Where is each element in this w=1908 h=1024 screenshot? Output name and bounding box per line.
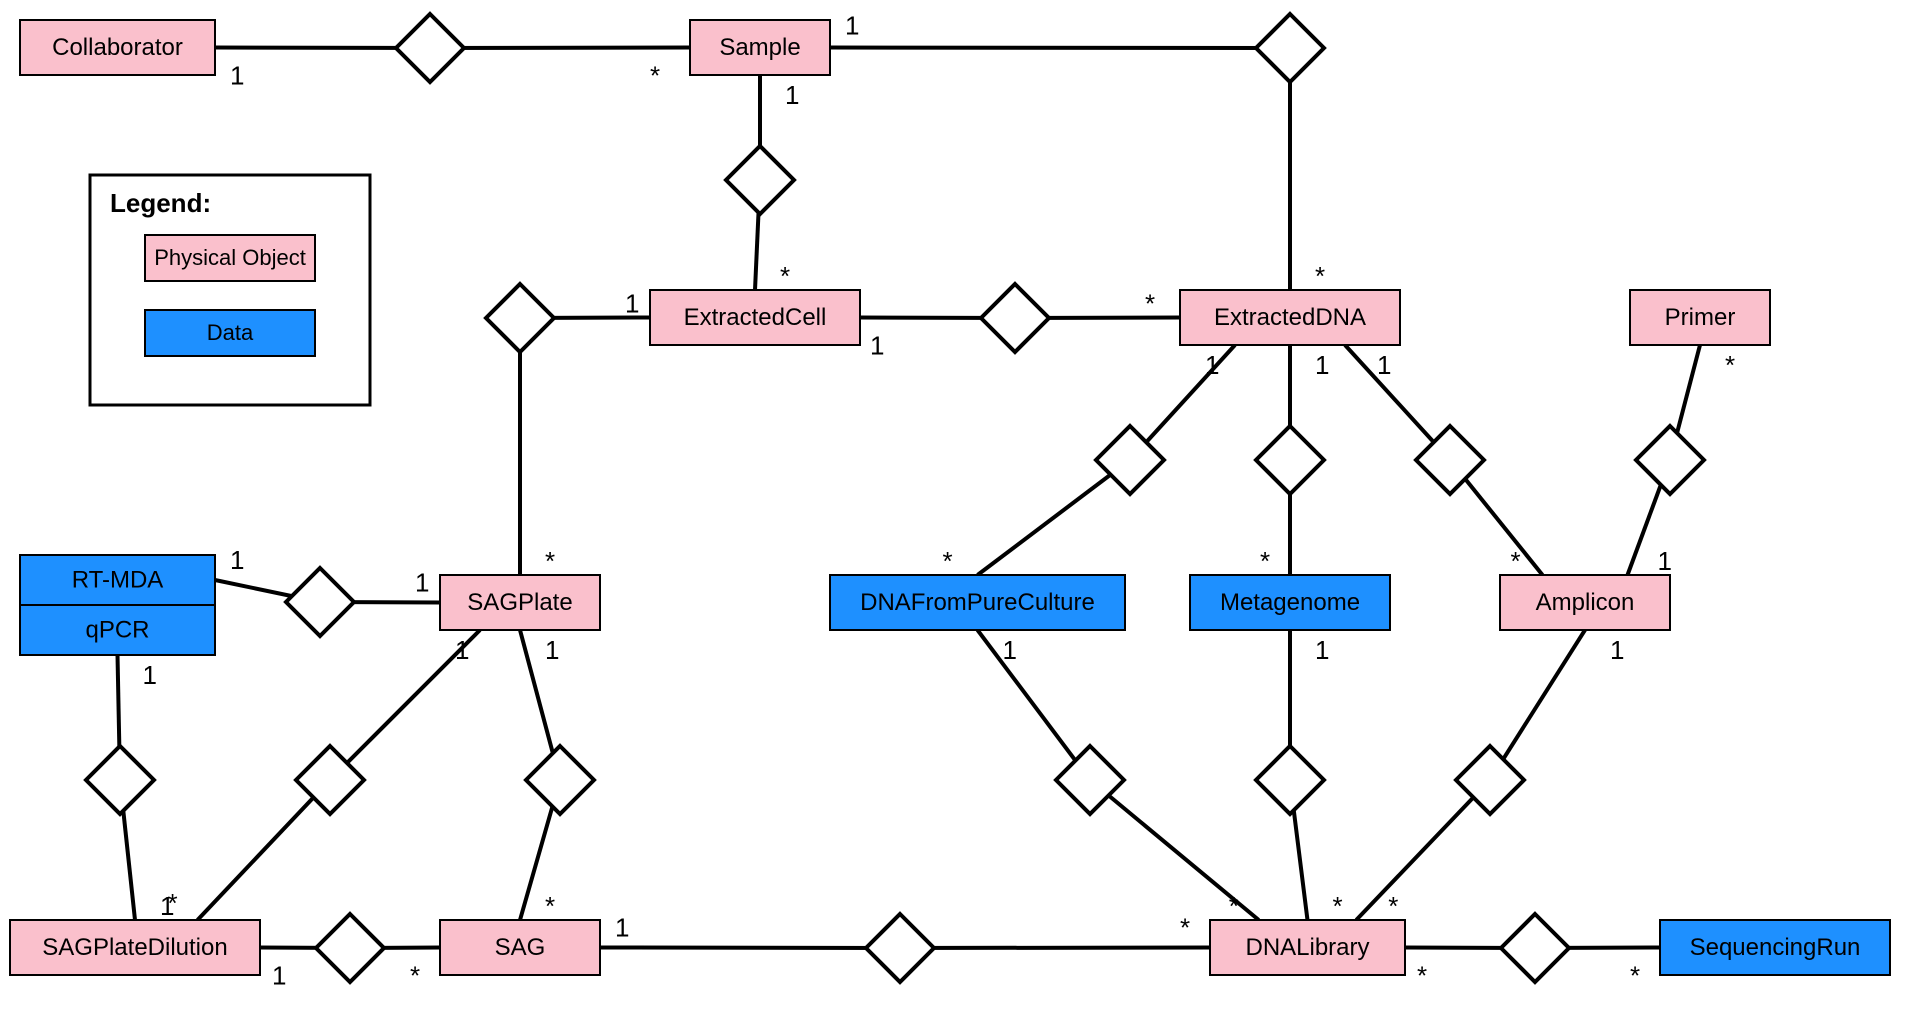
legend-title: Legend: (110, 188, 211, 218)
card-sagplate-sagdil-from: 1 (455, 635, 469, 665)
card-dnalib-seqrun-from: * (1417, 960, 1427, 990)
card-sagplate-sagdil-to: * (168, 888, 178, 918)
card-dnalib-seqrun-to: * (1630, 960, 1640, 990)
diamond-sag-dnalib (866, 914, 934, 982)
card-extdna-meta-from: 1 (1315, 350, 1329, 380)
card-extcell-sagplate-to: * (545, 546, 555, 576)
card-rtmda-sagplate-to: 1 (415, 567, 429, 597)
card-sample-extcell-to: * (780, 261, 790, 291)
card-sagdil-sag-to: * (410, 960, 420, 990)
edge-dnapure-dnalib-a (978, 630, 1091, 780)
card-meta-dnalib-to: * (1333, 891, 1343, 921)
card-primer-ampl-from: * (1725, 350, 1735, 380)
card-rtmda-sagplate-from: 1 (230, 545, 244, 575)
card-sample-extdna-from: 1 (845, 10, 859, 40)
node-sagplate-label: SAGPlate (467, 589, 572, 616)
card-extcell-extdna-from: 1 (870, 330, 884, 360)
card-extdna-meta-to: * (1260, 546, 1270, 576)
diamond-extdna-meta (1256, 426, 1324, 494)
diamond-meta-dnalib (1256, 746, 1324, 814)
card-sag-dnalib-to: * (1180, 912, 1190, 942)
node-ampl-label: Amplicon (1536, 589, 1635, 616)
node-meta-label: Metagenome (1220, 589, 1360, 616)
er-diagram: 1*1*1*1*1*1*1*1**111111*1*1*1*1*1*1***Co… (0, 0, 1908, 1024)
edge-ampl-dnalib-b (1356, 780, 1490, 920)
edge-sagplate-sagdil-b (198, 780, 331, 920)
card-sample-extdna-to: * (1315, 261, 1325, 291)
card-extcell-sagplate-from: 1 (625, 288, 639, 318)
diamond-sagdil-sag (316, 914, 384, 982)
diamond-primer-ampl (1636, 426, 1704, 494)
diamond-sagplate-sag (526, 746, 594, 814)
edge-collab-sample-b (430, 48, 690, 49)
diamond-collab-sample (396, 14, 464, 82)
diamond-sample-extcell (726, 146, 794, 214)
legend-layer: Legend: Physical Object Data (90, 175, 370, 405)
node-extcell-label: ExtractedCell (684, 304, 827, 331)
card-sag-dnalib-from: 1 (615, 912, 629, 942)
diamond-sample-extdna (1256, 14, 1324, 82)
diamond-rtmda-sagplate (286, 568, 354, 636)
card-extdna-dnapure-from: 1 (1205, 350, 1219, 380)
card-sagplate-sag-to: * (545, 891, 555, 921)
nodes-layer: Collaborator Sample ExtractedCell Extracted… (10, 20, 1890, 975)
card-collab-sample-from: 1 (230, 60, 244, 90)
edges-layer: 1*1*1*1*1*1*1*1**111111*1*1*1*1*1*1*** (86, 10, 1735, 990)
diamond-extcell-sagplate (486, 284, 554, 352)
node-dnapure-label: DNAFromPureCulture (860, 589, 1095, 616)
diamond-qpcr-sagdil (86, 746, 154, 814)
edge-extdna-dnapure-b (978, 460, 1131, 575)
card-sagplate-sag-from: 1 (545, 635, 559, 665)
card-extdna-ampl-to: * (1511, 546, 1521, 576)
card-collab-sample-to: * (650, 60, 660, 90)
card-dnapure-dnalib-from: 1 (1003, 635, 1017, 665)
diamond-extcell-extdna (981, 284, 1049, 352)
edge-sag-dnalib-b (900, 948, 1210, 949)
node-sample-label: Sample (719, 34, 800, 61)
card-extdna-dnapure-to: * (943, 546, 953, 576)
node-qpcr-label: qPCR (85, 616, 149, 643)
node-primer-label: Primer (1665, 304, 1736, 331)
card-meta-dnalib-from: 1 (1315, 635, 1329, 665)
card-dnapure-dnalib-to: * (1229, 891, 1239, 921)
card-sample-extcell-from: 1 (785, 80, 799, 110)
card-qpcr-sagdil-from: 1 (143, 660, 157, 690)
node-seqrun-label: SequencingRun (1690, 934, 1861, 961)
node-sagdil-label: SAGPlateDilution (42, 934, 227, 961)
node-extdna-label: ExtractedDNA (1214, 304, 1366, 331)
edge-sample-extdna-a (830, 48, 1290, 49)
card-sagdil-sag-from: 1 (272, 960, 286, 990)
card-ampl-dnalib-to: * (1388, 891, 1398, 921)
diamond-dnapure-dnalib (1056, 746, 1124, 814)
node-rtmda-label: RT-MDA (72, 566, 164, 593)
legend-label-1: Data (207, 320, 254, 345)
node-dnalib-label: DNALibrary (1245, 934, 1369, 961)
card-extcell-extdna-to: * (1145, 288, 1155, 318)
diamond-dnalib-seqrun (1501, 914, 1569, 982)
node-sag-label: SAG (495, 934, 546, 961)
card-primer-ampl-to: 1 (1658, 546, 1672, 576)
edge-sag-dnalib-a (600, 948, 900, 949)
legend-label-0: Physical Object (154, 245, 306, 270)
card-extdna-ampl-from: 1 (1377, 350, 1391, 380)
card-ampl-dnalib-from: 1 (1610, 635, 1624, 665)
node-collab-label: Collaborator (52, 34, 183, 61)
